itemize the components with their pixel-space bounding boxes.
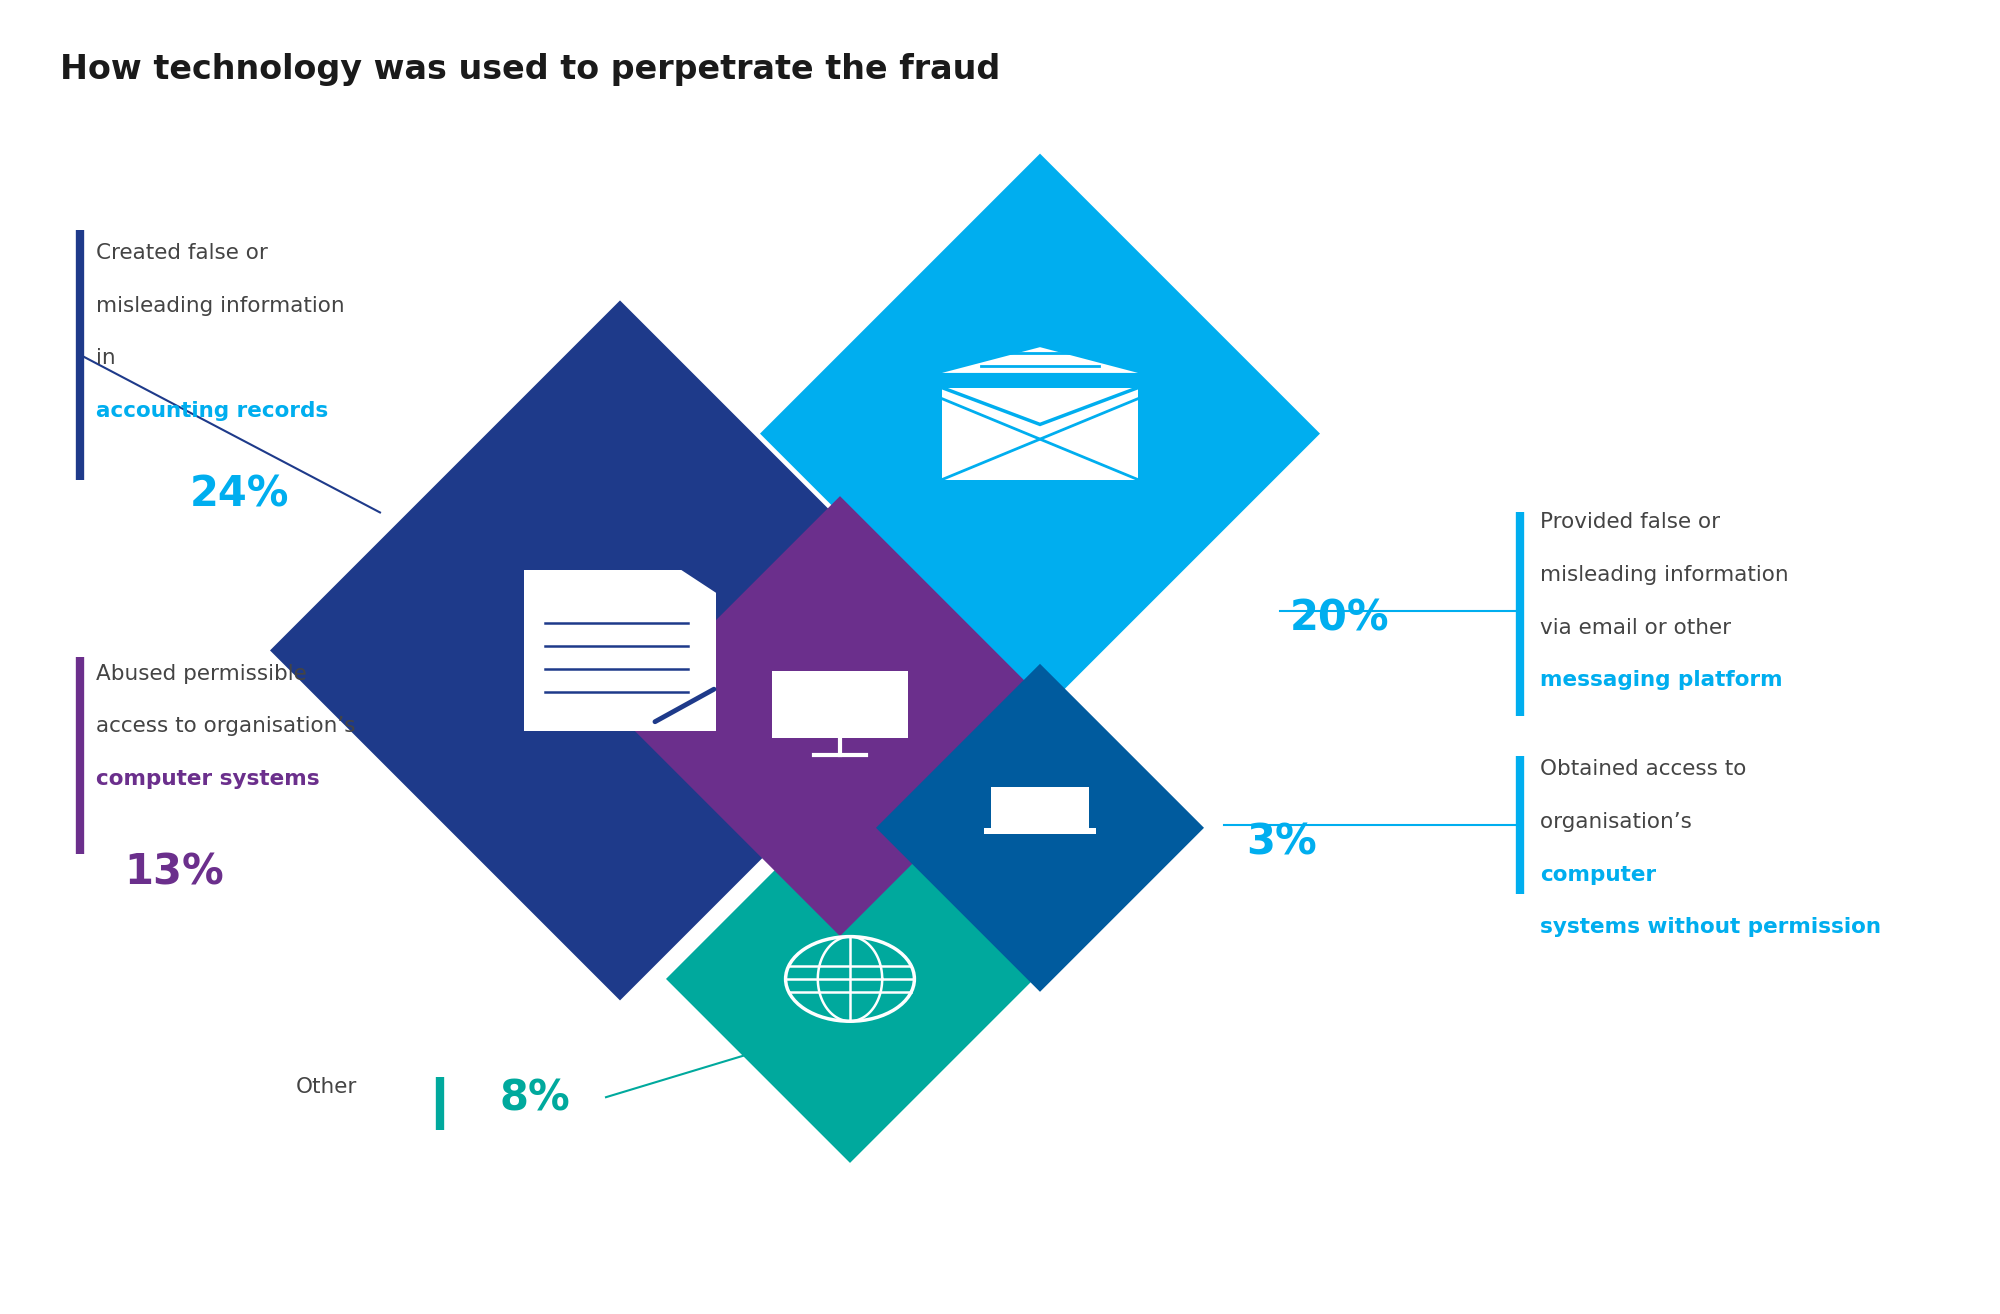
Polygon shape — [270, 301, 970, 1000]
Text: misleading information: misleading information — [96, 296, 344, 315]
Text: 3%: 3% — [1246, 821, 1316, 863]
Text: 24%: 24% — [190, 473, 290, 515]
Text: Other: Other — [296, 1077, 358, 1097]
Text: messaging platform: messaging platform — [1540, 670, 1782, 690]
Text: via email or other: via email or other — [1540, 618, 1732, 637]
Text: 13%: 13% — [124, 851, 224, 894]
FancyBboxPatch shape — [524, 570, 716, 731]
Text: 20%: 20% — [1290, 598, 1390, 640]
Polygon shape — [760, 154, 1320, 714]
FancyBboxPatch shape — [772, 671, 908, 738]
Text: computer: computer — [1540, 865, 1656, 884]
FancyBboxPatch shape — [984, 828, 1096, 834]
Text: Obtained access to: Obtained access to — [1540, 759, 1746, 779]
Text: systems without permission: systems without permission — [1540, 917, 1880, 937]
Text: accounting records: accounting records — [96, 401, 328, 420]
Text: organisation’s: organisation’s — [1540, 812, 1698, 832]
Polygon shape — [942, 347, 1138, 373]
Polygon shape — [666, 795, 1034, 1163]
Text: Provided false or: Provided false or — [1540, 512, 1720, 532]
Text: Created false or: Created false or — [96, 243, 268, 263]
Text: misleading information: misleading information — [1540, 565, 1788, 585]
FancyBboxPatch shape — [990, 787, 1090, 828]
Text: computer systems: computer systems — [96, 769, 320, 788]
Polygon shape — [620, 497, 1060, 936]
Text: How technology was used to perpetrate the fraud: How technology was used to perpetrate th… — [60, 53, 1000, 85]
Text: 8%: 8% — [500, 1077, 570, 1120]
Text: Abused permissible: Abused permissible — [96, 664, 306, 683]
Polygon shape — [876, 664, 1204, 992]
Text: access to organisation’s: access to organisation’s — [96, 716, 356, 736]
Text: in: in — [96, 348, 122, 368]
Polygon shape — [682, 570, 716, 593]
FancyBboxPatch shape — [942, 388, 1138, 480]
